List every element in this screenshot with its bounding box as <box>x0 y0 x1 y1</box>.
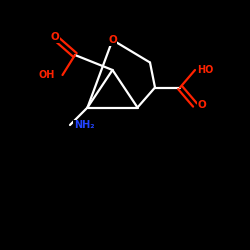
Text: O: O <box>198 100 206 110</box>
Text: O: O <box>51 32 59 42</box>
Text: HO: HO <box>198 65 214 75</box>
Text: OH: OH <box>39 70 55 80</box>
Text: O: O <box>108 35 117 45</box>
Text: NH₂: NH₂ <box>74 120 94 130</box>
